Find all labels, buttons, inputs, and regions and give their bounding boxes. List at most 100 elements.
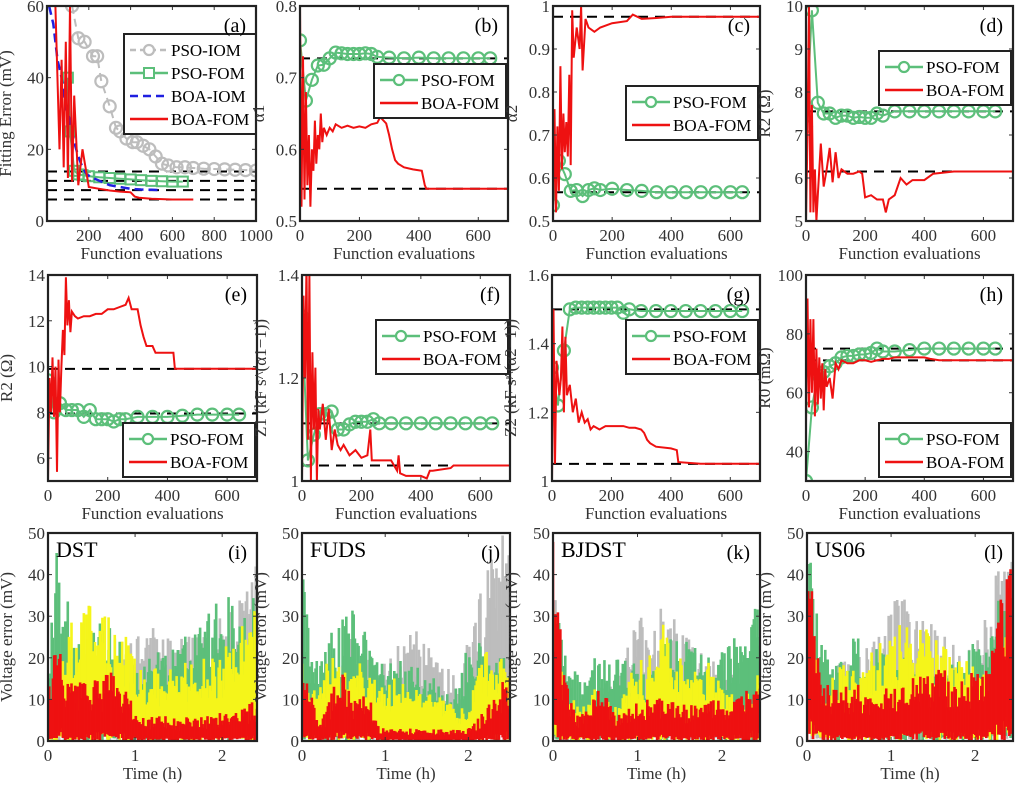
y-tick-label: 20 <box>787 649 804 668</box>
y-tick-label: 1.6 <box>528 266 549 285</box>
x-tick-label: 2 <box>718 746 727 765</box>
x-tick-label: 800 <box>201 226 227 245</box>
plot-area-h <box>806 298 1013 481</box>
y-tick-label: 0.9 <box>529 40 550 59</box>
data-point <box>634 183 649 198</box>
y-axis-label: R0 (mΩ) <box>755 347 774 408</box>
y-axis-label: Fitting Error (mV) <box>0 50 15 177</box>
y-axis-label: Voltage error (mV) <box>502 572 521 702</box>
data-point <box>310 58 325 73</box>
data-point <box>735 303 750 319</box>
x-tick-label: 200 <box>852 486 878 505</box>
legend-label: PSO-FOM <box>423 327 497 346</box>
y-tick-label: 10 <box>533 690 550 709</box>
y-axis-label: α1 <box>249 105 268 122</box>
y-tick-label: 0.7 <box>529 126 551 145</box>
error-series-red <box>302 674 510 741</box>
legend-marker <box>897 432 911 446</box>
data-point <box>248 163 256 178</box>
legend: PSO-FOM BOA-FOM <box>122 422 256 478</box>
x-tick-label: 400 <box>155 486 181 505</box>
y-tick-label: 8 <box>37 403 46 422</box>
legend-label: BOA-FOM <box>170 453 248 472</box>
x-tick-label: 1 <box>381 746 390 765</box>
x-tick-label: 1 <box>131 746 140 765</box>
series-line-boa-iom <box>47 6 162 192</box>
y-tick-label: 10 <box>28 690 45 709</box>
panel-f: 0 200 400 600 1 1.2 1.4 PSO-FOM BOA-FOM (f) Functi… <box>251 266 512 523</box>
y-tick-label: 60 <box>786 384 803 403</box>
series-line-pso-fom <box>552 306 743 406</box>
legend-label: BOA-FOM <box>421 94 499 113</box>
data-point <box>324 404 339 419</box>
y-axis-label: Voltage error (mV) <box>251 572 270 702</box>
y-tick-label: 30 <box>28 607 45 626</box>
data-point <box>806 6 820 18</box>
axes-frame <box>550 273 762 483</box>
y-tick-label: 60 <box>27 0 44 16</box>
series-line-boa-fom <box>553 6 760 221</box>
y-tick-label: 10 <box>282 690 299 709</box>
legend-label: BOA-FOM <box>673 116 751 135</box>
data-point <box>604 300 619 315</box>
x-tick-label: 1 <box>633 746 642 765</box>
y-tick-label: 0 <box>37 732 46 751</box>
y-tick-label: 30 <box>533 607 550 626</box>
legend-label: PSO-FOM <box>170 430 244 449</box>
legend-label: PSO-FOM <box>673 327 747 346</box>
x-axis-label: Time (h) <box>627 764 686 783</box>
y-tick-label: 7 <box>795 126 804 145</box>
x-tick-label: 0 <box>803 746 812 765</box>
y-tick-label: 30 <box>282 607 299 626</box>
data-point <box>678 185 694 200</box>
y-tick-label: 40 <box>28 566 45 585</box>
plot-area-j <box>302 535 510 741</box>
panel-tag: (h) <box>980 284 1003 306</box>
x-tick-label: 400 <box>659 226 685 245</box>
plot-area-b <box>300 6 508 207</box>
data-point <box>169 160 184 175</box>
panel-tag: (a) <box>224 15 246 37</box>
data-point <box>605 181 620 196</box>
y-tick-label: 40 <box>282 566 299 585</box>
series-line-pso-fom <box>806 347 996 481</box>
plot-area-i <box>48 537 257 741</box>
data-point <box>649 185 664 200</box>
y-tick-label: 0.8 <box>529 83 550 102</box>
y-tick-label: 1.4 <box>278 266 300 285</box>
y-tick-label: 1.2 <box>278 369 299 388</box>
legend-label: PSO-IOM <box>171 41 241 60</box>
legend-marker <box>394 329 408 343</box>
panel-d: 0 200 400 600 5 6 7 8 9 10 PSO-FOM BOA-FOM (d) Functi… <box>755 0 1015 263</box>
data-point <box>648 303 664 319</box>
y-tick-label: 20 <box>28 649 45 668</box>
legend-label: BOA-FOM <box>423 350 501 369</box>
data-point <box>175 408 190 423</box>
data-point <box>708 185 723 200</box>
y-tick-label: 10 <box>786 0 803 16</box>
x-tick-label: 0 <box>44 746 53 765</box>
y-axis-label: Z1 (kF s^(α1−1)) <box>251 319 270 437</box>
panel-c: 0 200 400 600 0.5 0.6 0.7 0.8 0.9 1 PSO-FOM BOA-FOM… <box>502 0 762 263</box>
data-point <box>693 185 708 200</box>
x-tick-label: 400 <box>118 226 144 245</box>
series-line-boa-fom <box>806 298 1013 423</box>
panel-tag: (f) <box>480 284 500 306</box>
data-point <box>816 106 831 121</box>
data-point <box>988 341 1003 356</box>
x-tick-label: 600 <box>718 226 744 245</box>
x-axis-label: Function evaluations <box>81 504 223 523</box>
y-tick-label: 1.2 <box>528 403 549 422</box>
axes-frame <box>804 273 1015 483</box>
y-tick-label: 20 <box>282 649 299 668</box>
data-point <box>413 416 428 431</box>
legend-label: BOA-FOM <box>926 453 1004 472</box>
y-tick-label: 40 <box>27 69 44 88</box>
x-tick-label: 400 <box>408 486 434 505</box>
data-point <box>302 309 310 324</box>
y-tick-label: 20 <box>533 649 550 668</box>
data-point <box>961 341 976 356</box>
x-axis-label: Function evaluations <box>838 504 980 523</box>
data-point <box>108 120 124 135</box>
